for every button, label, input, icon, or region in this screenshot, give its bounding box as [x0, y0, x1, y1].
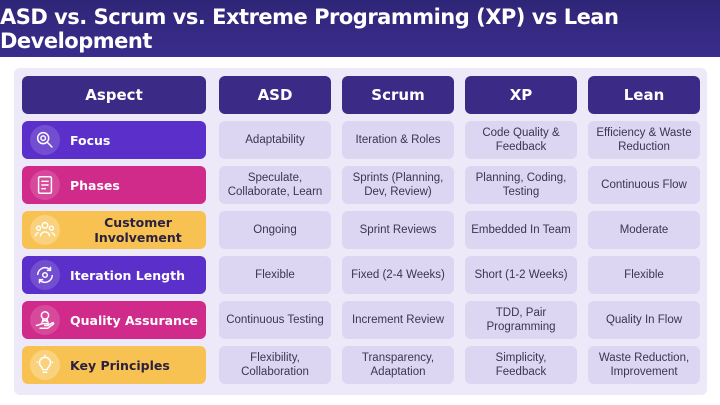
cell-focus-lean: Efficiency & Waste Reduction	[588, 121, 700, 159]
cell-quality-xp: TDD, Pair Programming	[465, 301, 577, 339]
cell-customer-lean: Moderate	[588, 211, 700, 249]
cell-iteration-asd: Flexible	[219, 256, 331, 294]
cell-quality-asd: Continuous Testing	[219, 301, 331, 339]
row-label-customer-involvement: Customer Involvement	[22, 211, 206, 249]
header-asd: ASD	[219, 76, 331, 114]
cell-customer-xp: Embedded In Team	[465, 211, 577, 249]
row-label-key-principles: Key Principles	[22, 346, 206, 384]
cell-quality-lean: Quality In Flow	[588, 301, 700, 339]
row-label-quality-assurance: Quality Assurance	[22, 301, 206, 339]
cell-focus-scrum: Iteration & Roles	[342, 121, 454, 159]
cell-principles-lean: Waste Reduction, Improvement	[588, 346, 700, 384]
comparison-table: Aspect ASD Scrum XP Lean Focus Adaptabil…	[14, 68, 707, 395]
cell-phases-asd: Speculate, Collaborate, Learn	[219, 166, 331, 204]
cell-customer-scrum: Sprint Reviews	[342, 211, 454, 249]
cell-phases-lean: Continuous Flow	[588, 166, 700, 204]
row-label-iteration-length: Iteration Length	[22, 256, 206, 294]
row-label-focus: Focus	[22, 121, 206, 159]
team-people-icon	[30, 215, 60, 245]
cell-iteration-lean: Flexible	[588, 256, 700, 294]
cycle-gear-icon	[30, 260, 60, 290]
cell-phases-xp: Planning, Coding, Testing	[465, 166, 577, 204]
lightbulb-icon	[30, 350, 60, 380]
header-lean: Lean	[588, 76, 700, 114]
cell-principles-scrum: Transparency, Adaptation	[342, 346, 454, 384]
cell-iteration-scrum: Fixed (2-4 Weeks)	[342, 256, 454, 294]
cell-iteration-xp: Short (1-2 Weeks)	[465, 256, 577, 294]
header-aspect: Aspect	[22, 76, 206, 114]
cell-focus-asd: Adaptability	[219, 121, 331, 159]
page-title: ASD vs. Scrum vs. Extreme Programming (X…	[0, 4, 619, 53]
cell-principles-asd: Flexibility, Collaboration	[219, 346, 331, 384]
hand-award-icon	[30, 305, 60, 335]
cell-quality-scrum: Increment Review	[342, 301, 454, 339]
cell-focus-xp: Code Quality & Feedback	[465, 121, 577, 159]
cell-principles-xp: Simplicity, Feedback	[465, 346, 577, 384]
title-bar: ASD vs. Scrum vs. Extreme Programming (X…	[0, 0, 720, 57]
cell-customer-asd: Ongoing	[219, 211, 331, 249]
document-list-icon	[30, 170, 60, 200]
row-label-phases: Phases	[22, 166, 206, 204]
target-search-icon	[30, 125, 60, 155]
header-scrum: Scrum	[342, 76, 454, 114]
header-xp: XP	[465, 76, 577, 114]
cell-phases-scrum: Sprints (Planning, Dev, Review)	[342, 166, 454, 204]
